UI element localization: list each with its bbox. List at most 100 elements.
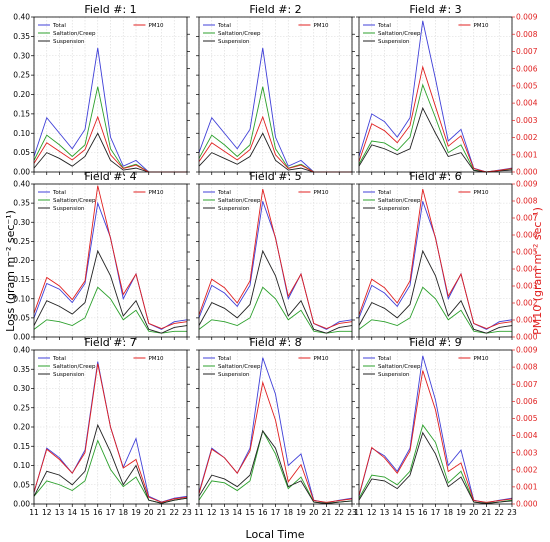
series-line-suspension — [358, 249, 513, 334]
legend-left: Total Saltation/Creep Suspension — [363, 190, 421, 212]
y-tick-label-right: 0.000 — [516, 500, 538, 509]
legend-entry: PM10 — [148, 190, 164, 196]
panel-title: Field #: 4 — [84, 170, 136, 183]
legend-entry: Total — [377, 356, 391, 362]
legend-entry: Total — [52, 356, 66, 362]
x-tick-label: 22 — [494, 508, 504, 517]
y-tick-label-left: 0.35 — [13, 365, 30, 374]
x-tick-label: 17 — [271, 508, 281, 517]
x-tick-label: 11 — [354, 508, 364, 517]
legend-entry: Suspension — [378, 372, 410, 378]
y-tick-label-right: 0.004 — [516, 99, 538, 108]
y-tick-label-left: 0.30 — [13, 384, 30, 393]
y-tick-label-right: 0.003 — [516, 116, 538, 125]
legend-right: PM10 — [298, 190, 329, 196]
x-tick-label: 19 — [296, 508, 306, 517]
y-tick-label-left: 0.00 — [13, 333, 30, 342]
legend-entry: Suspension — [218, 372, 250, 378]
legend-entry: Saltation/Creep — [53, 364, 96, 370]
y-tick-label-right: 0.006 — [516, 231, 538, 240]
x-tick-label: 20 — [309, 508, 319, 517]
legend-entry: Suspension — [53, 206, 85, 212]
x-tick-label: 15 — [80, 508, 90, 517]
x-tick-label: 17 — [106, 508, 116, 517]
y-tick-label-right: 0.005 — [516, 81, 538, 90]
series-line-pm10 — [33, 363, 188, 503]
panel-grid: Field #: 1 0.00 0.05 0.10 0.15 0.20 0.25 0.30 0.… — [13, 3, 537, 517]
x-tick-label: 11 — [29, 508, 39, 517]
x-tick-label: 14 — [392, 508, 402, 517]
y-tick-label-right: 0.004 — [516, 265, 538, 274]
series-line-suspension — [198, 249, 353, 334]
x-tick-label: 19 — [131, 508, 141, 517]
y-tick-label-right: 0.001 — [516, 150, 538, 159]
y-tick-label-left: 0.05 — [13, 480, 30, 489]
y-tick-label-left: 0.40 — [13, 180, 30, 189]
y-tick-label-right: 0.002 — [516, 133, 538, 142]
legend-left: Total Saltation/Creep Suspension — [363, 23, 421, 45]
y-tick-label-left: 0.25 — [13, 237, 30, 246]
panel-field-4: Field #: 4 0.00 0.05 0.10 0.15 0.20 0.25 0.30 0.… — [13, 170, 190, 342]
legend-entry: Total — [377, 190, 391, 196]
panel-field-5: Field #: 5 Total Saltation/Creep Suspension… — [196, 170, 355, 340]
x-tick-label: 13 — [55, 508, 65, 517]
legend-entry: Suspension — [53, 372, 85, 378]
y-tick-label-right: 0.008 — [516, 197, 538, 206]
legend-entry: Suspension — [218, 206, 250, 212]
y-tick-label-left: 0.20 — [13, 423, 30, 432]
panel-field-8: Field #: 8 11 12 13 14 15 16 17 18 19 20 21 22 23 Tota… — [194, 336, 357, 517]
legend-entry: Total — [377, 23, 391, 29]
y-tick-label-right: 0.000 — [516, 333, 538, 342]
x-tick-label: 21 — [482, 508, 492, 517]
y-tick-label-right: 0.006 — [516, 397, 538, 406]
legend-left: Total Saltation/Creep Suspension — [363, 356, 421, 378]
y-tick-label-right: 0.008 — [516, 30, 538, 39]
x-tick-label: 23 — [507, 508, 517, 517]
y-tick-label-left: 0.10 — [13, 129, 30, 138]
panel-title: Field #: 9 — [409, 336, 461, 349]
y-tick-label-left: 0.40 — [13, 13, 30, 22]
legend-entry: Saltation/Creep — [218, 364, 261, 370]
panel-title: Field #: 2 — [249, 3, 301, 16]
y-tick-label-left: 0.20 — [13, 90, 30, 99]
x-tick-label: 15 — [245, 508, 255, 517]
x-tick-label: 23 — [347, 508, 357, 517]
y-tick-label-left: 0.05 — [13, 313, 30, 322]
y-tick-label-left: 0.35 — [13, 199, 30, 208]
y-tick-label-right: 0.002 — [516, 465, 538, 474]
y-tick-label-left: 0.15 — [13, 109, 30, 118]
x-tick-label: 23 — [182, 508, 192, 517]
y-tick-label-right: 0.000 — [516, 168, 538, 177]
y-tick-label-left: 0.00 — [13, 168, 30, 177]
y-tick-label-left: 0.25 — [13, 403, 30, 412]
y-tick-label-right: 0.003 — [516, 448, 538, 457]
legend-left: Total Saltation/Creep Suspension — [203, 190, 261, 212]
panel-field-6: Field #: 6 0.000 0.001 0.002 0.003 0.004 0.005… — [356, 170, 538, 342]
y-tick-label-left: 0.30 — [13, 218, 30, 227]
y-tick-label-right: 0.008 — [516, 363, 538, 372]
grid — [33, 16, 188, 173]
legend-right: PM10 — [458, 190, 489, 196]
y-tick-label-right: 0.001 — [516, 316, 538, 325]
legend-right: PM10 — [298, 23, 329, 29]
y-tick-label-left: 0.10 — [13, 461, 30, 470]
x-tick-label: 16 — [418, 508, 428, 517]
legend-right: PM10 — [458, 23, 489, 29]
x-tick-label: 20 — [469, 508, 479, 517]
legend-entry: Saltation/Creep — [53, 31, 96, 37]
y-tick-label-left: 0.15 — [13, 442, 30, 451]
x-tick-label: 22 — [169, 508, 179, 517]
y-tick-label-left: 0.25 — [13, 71, 30, 80]
y-tick-label-right: 0.004 — [516, 431, 538, 440]
legend-entry: PM10 — [473, 356, 489, 362]
legend-entry: Saltation/Creep — [218, 31, 261, 37]
legend-left: Total Saltation/Creep Suspension — [38, 23, 96, 45]
x-tick-label: 11 — [194, 508, 204, 517]
legend-entry: PM10 — [473, 190, 489, 196]
x-tick-label: 21 — [157, 508, 167, 517]
x-tick-label: 18 — [118, 508, 128, 517]
series-line-pm10 — [33, 185, 188, 329]
x-axis-label: Local Time — [246, 528, 305, 541]
series-line-pm10 — [198, 380, 353, 503]
